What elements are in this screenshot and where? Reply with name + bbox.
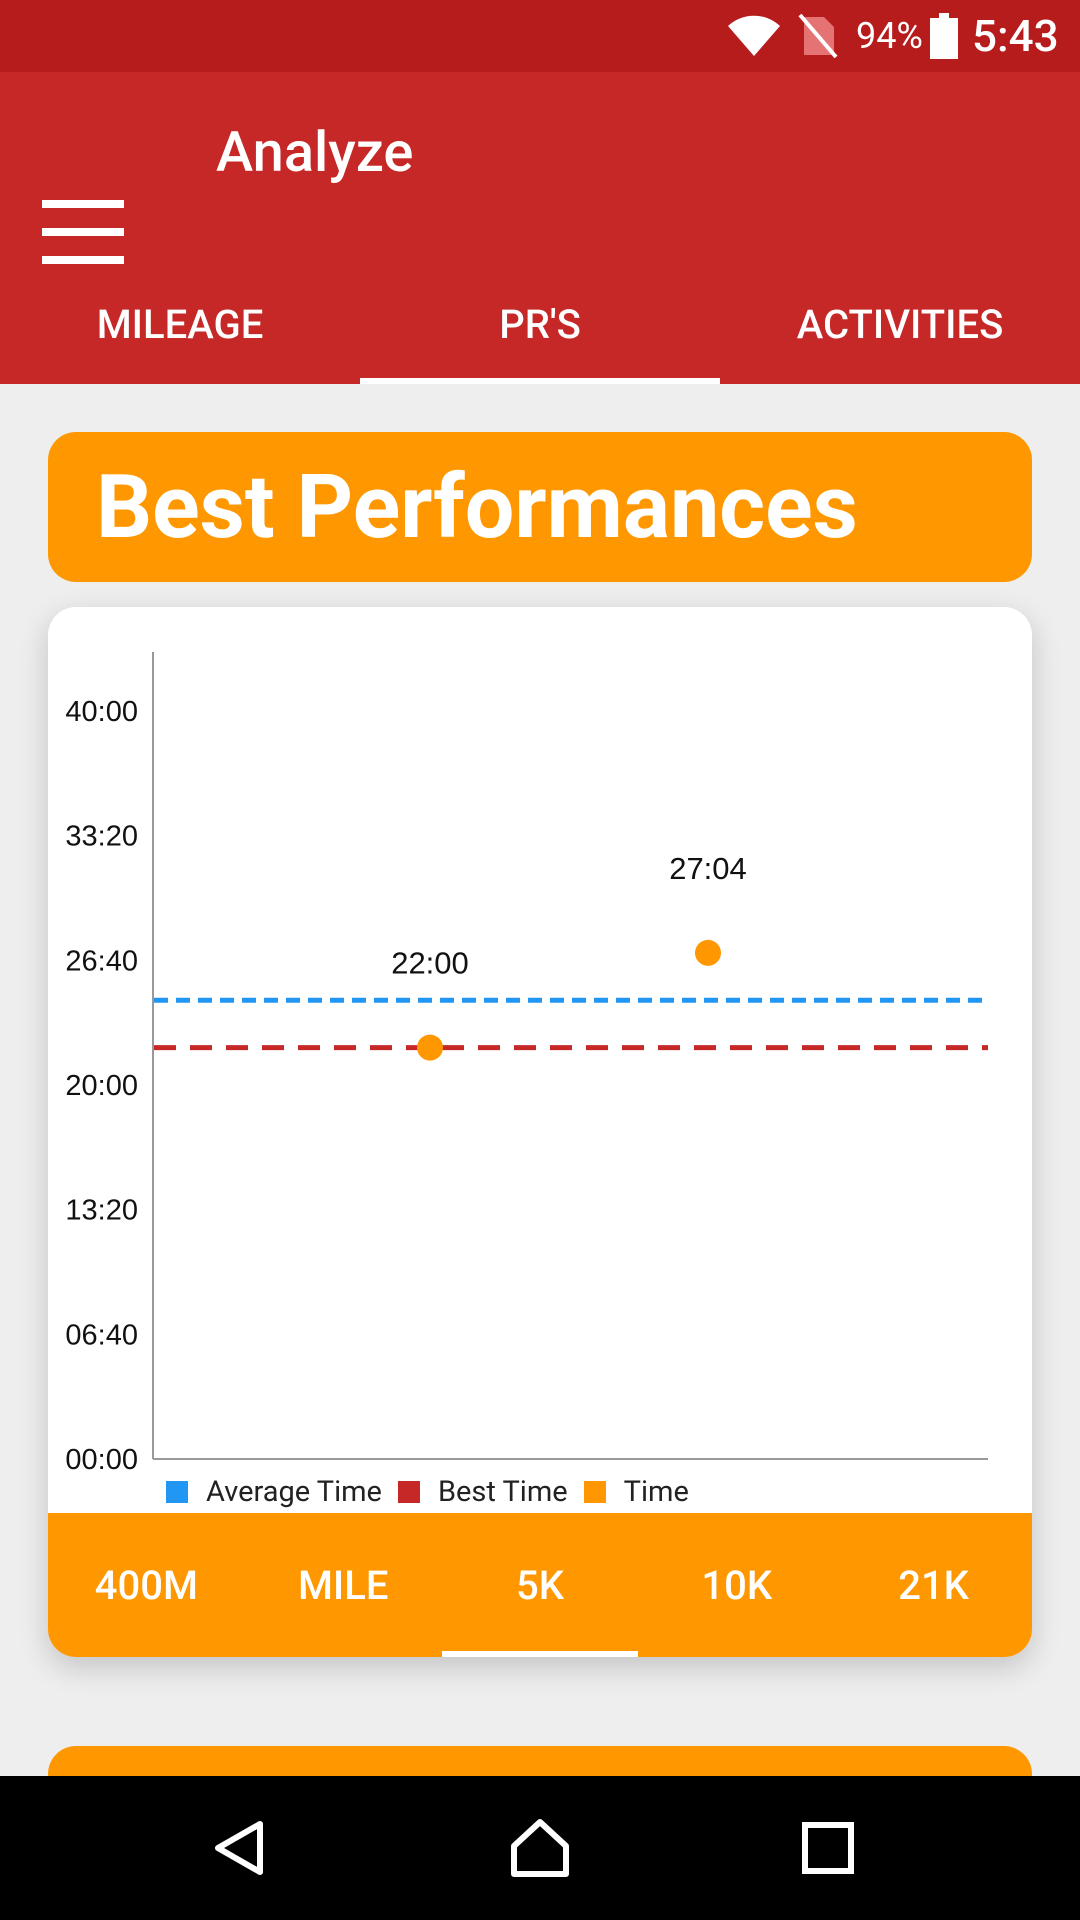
tab-label: 5K [515, 1561, 564, 1609]
legend-swatch-best [397, 1481, 420, 1503]
y-tick-label: 06:40 [65, 1319, 138, 1351]
wifi-icon [726, 0, 786, 72]
tab-label: 400M [94, 1561, 198, 1609]
menu-icon[interactable] [42, 128, 126, 194]
no-sim-icon [798, 0, 844, 72]
tab-label: PR'S [499, 300, 581, 348]
tab-mileage[interactable]: MILEAGE [0, 272, 360, 384]
tab-label: 10K [701, 1561, 773, 1609]
tab-400m[interactable]: 400M [48, 1513, 245, 1657]
performance-chart: 00:00 06:40 13:20 20:00 26:40 33:20 40:00 22:00… [65, 652, 988, 1476]
time-point [417, 1034, 443, 1061]
y-tick-label: 26:40 [65, 945, 138, 977]
tab-label: MILEAGE [96, 300, 264, 348]
chart-legend: Average Time Best Time Time [166, 1467, 705, 1517]
back-icon[interactable] [180, 1776, 300, 1920]
data-label: 27:04 [669, 851, 747, 886]
legend-label: Time [623, 1475, 689, 1509]
legend-label: Average Time [206, 1475, 382, 1509]
system-nav-bar [0, 1776, 1080, 1920]
legend-average: Average Time [166, 1475, 382, 1509]
legend-label: Best Time [437, 1475, 568, 1509]
legend-time: Time [583, 1475, 689, 1509]
distance-tabs: 400M MILE 5K 10K 21K [48, 1513, 1032, 1657]
tab-activities[interactable]: ACTIVITIES [720, 272, 1080, 384]
tab-prs[interactable]: PR'S [360, 272, 720, 384]
app-bar: Analyze MILEAGE PR'S ACTIVITIES [0, 72, 1080, 384]
y-tick-label: 33:20 [65, 821, 138, 853]
tab-10k[interactable]: 10K [638, 1513, 835, 1657]
best-performances-header: Best Performances [48, 432, 1032, 582]
legend-swatch-average [166, 1481, 188, 1503]
battery-icon [930, 0, 960, 72]
legend-best: Best Time [397, 1475, 568, 1509]
time-point [695, 939, 721, 966]
section-title: Best Performances [96, 455, 858, 559]
recents-icon[interactable] [768, 1776, 888, 1920]
page-title: Analyze [216, 119, 414, 185]
clock: 5:43 [972, 10, 1059, 62]
performance-chart-card: 00:00 06:40 13:20 20:00 26:40 33:20 40:00 22:00… [48, 607, 1032, 1657]
analyze-tabs: MILEAGE PR'S ACTIVITIES [0, 272, 1080, 384]
tab-label: MILE [297, 1561, 389, 1609]
data-label: 22:00 [391, 946, 469, 981]
y-tick-label: 00:00 [65, 1444, 138, 1476]
y-tick-label: 13:20 [65, 1195, 138, 1227]
tab-label: 21K [898, 1561, 969, 1609]
tab-mile[interactable]: MILE [245, 1513, 442, 1657]
legend-swatch-time [583, 1481, 606, 1503]
battery-percent: 94% [856, 15, 923, 57]
y-tick-label: 20:00 [65, 1070, 138, 1102]
status-bar: 94% 5:43 [0, 0, 1080, 72]
tab-5k[interactable]: 5K [441, 1513, 639, 1657]
y-tick-label: 40:00 [65, 696, 138, 728]
tab-21k[interactable]: 21K [835, 1513, 1032, 1657]
home-icon[interactable] [480, 1776, 600, 1920]
tab-label: ACTIVITIES [796, 300, 1004, 348]
